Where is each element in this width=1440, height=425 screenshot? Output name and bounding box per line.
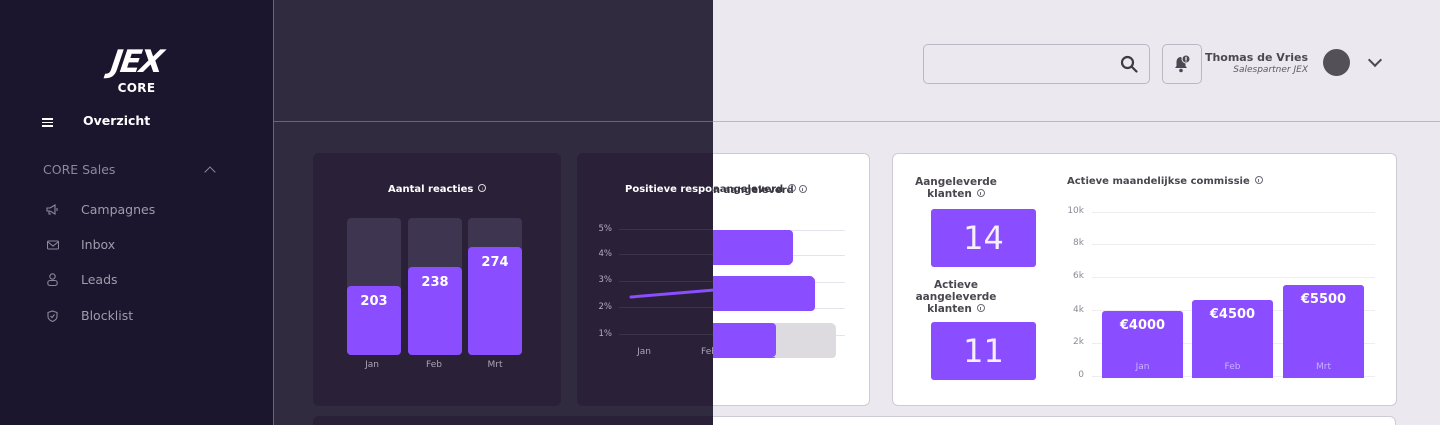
kpi-label-delivered: Aangeleverde klanten: [915, 176, 997, 200]
info-icon[interactable]: [798, 185, 807, 193]
y-tick: 8k: [1073, 238, 1084, 248]
y-tick: 10k: [1067, 206, 1084, 216]
info-icon[interactable]: [1254, 176, 1263, 184]
kpi-active-clients: 11: [931, 322, 1036, 380]
kpi-delivered-clients: 14: [931, 209, 1036, 267]
y-tick: 2k: [1073, 337, 1084, 347]
user-name: Thomas de Vries: [1204, 51, 1308, 64]
commission-bar-jan: €4000 Jan: [1102, 311, 1183, 378]
search-input[interactable]: [923, 44, 1150, 84]
card-customers-commission: Aangeleverde klanten 14 Actieve aangelev…: [892, 153, 1397, 406]
y-tick: 4k: [1073, 305, 1084, 315]
bell-icon: [1175, 54, 1191, 73]
user-role: Salespartner JEX: [1233, 65, 1308, 75]
header-divider: [273, 121, 1440, 122]
avatar[interactable]: [1323, 49, 1350, 76]
logo-dark: JEX CORE: [108, 44, 165, 95]
y-tick: 0: [1078, 370, 1084, 380]
chevron-down-icon[interactable]: [1367, 52, 1383, 68]
kpi-label-active: Actieve aangeleverde klanten: [915, 279, 997, 315]
info-icon[interactable]: [976, 189, 985, 197]
card-title: Actieve maandelijkse commissie: [1067, 176, 1263, 187]
section-dark: CORE Sales: [43, 162, 218, 178]
commission-bar-mrt: €5500 Mrt: [1283, 285, 1364, 378]
card-reactions-dark: Aantal reacties 203 238 274 Jan Feb Mrt: [313, 153, 561, 406]
search-icon[interactable]: [1120, 55, 1138, 73]
overview-dark: Overzicht: [42, 113, 150, 128]
y-tick: 6k: [1073, 271, 1084, 281]
info-icon[interactable]: [976, 304, 985, 312]
card-positive-dark: Positieve respon aangeleverd 5% 4% 3% 2%…: [577, 153, 713, 406]
notifications-button[interactable]: [1162, 44, 1202, 84]
commission-bar-feb: €4500 Feb: [1192, 300, 1273, 378]
user-info[interactable]: Thomas de Vries Salespartner JEX: [1205, 51, 1308, 76]
